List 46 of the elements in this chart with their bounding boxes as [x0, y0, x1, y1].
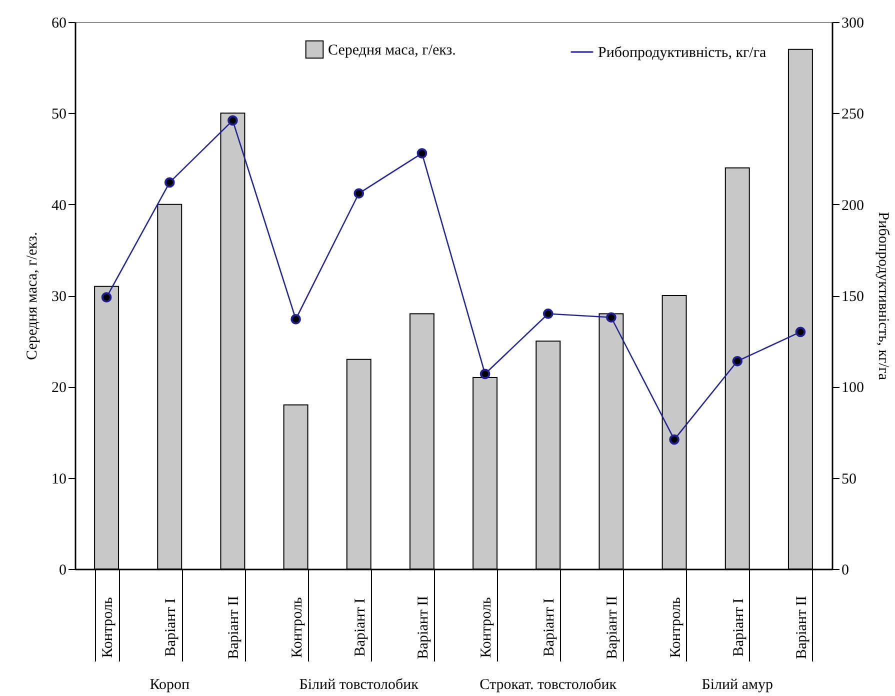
y2-tick-label: 0	[842, 562, 849, 578]
point	[669, 434, 680, 445]
x-tick-label: Варіант І	[542, 598, 558, 657]
x-tick-label: Контроль	[478, 597, 495, 658]
y-tick-label: 0	[59, 562, 66, 578]
x-tick-label: Варіант ІІ	[604, 596, 621, 660]
x-tick-label: Варіант І	[163, 598, 180, 657]
x-tick-label: Варіант ІІ	[415, 596, 432, 660]
y2-tick-label: 300	[842, 16, 864, 32]
point	[606, 312, 616, 323]
point	[732, 356, 743, 366]
point	[290, 314, 301, 324]
point	[416, 148, 428, 158]
legend-label: Рибопродуктивність, кг/га	[598, 45, 766, 61]
y2-tick-label: 200	[842, 198, 864, 214]
x-tick-label: Варіант І	[352, 598, 368, 657]
point	[354, 188, 364, 199]
y-tick-label: 30	[52, 289, 66, 305]
text: Строкат. товстолобик	[480, 677, 618, 693]
y2-axis-title: Рибопродуктивність, кг/га	[875, 212, 891, 380]
y-axis-title: Середня маса, г/екз.	[24, 232, 40, 360]
point	[228, 115, 238, 126]
text: Білий амур	[702, 677, 773, 693]
point	[101, 292, 112, 302]
y2-tick-label: 50	[842, 471, 856, 488]
x-tick-label: Контроль	[100, 597, 116, 658]
point	[480, 368, 490, 380]
y-tick-label: 50	[52, 106, 66, 123]
y2-tick-label: 250	[842, 106, 864, 123]
y2-tick-label: 100	[842, 380, 864, 396]
x-tick-label: Варіант ІІ	[794, 596, 810, 660]
point	[542, 308, 554, 319]
y-tick-label: 40	[52, 198, 66, 214]
legend-label: Середня маса, г/екз.	[328, 42, 456, 58]
x-tick-label: Варіант І	[730, 598, 747, 657]
x-tick-label: Контроль	[668, 597, 684, 658]
text: Короп	[150, 677, 190, 693]
x-tick-label: Варіант ІІ	[226, 596, 242, 660]
point	[164, 177, 175, 188]
y-tick-label: 20	[52, 380, 66, 396]
y-tick-label: 60	[52, 16, 66, 32]
y2-tick-label: 150	[842, 289, 864, 305]
text: Білий товстолобик	[299, 677, 420, 693]
x-tick-label: Контроль	[289, 597, 306, 658]
y-tick-label: 10	[52, 471, 66, 488]
point	[795, 326, 806, 338]
